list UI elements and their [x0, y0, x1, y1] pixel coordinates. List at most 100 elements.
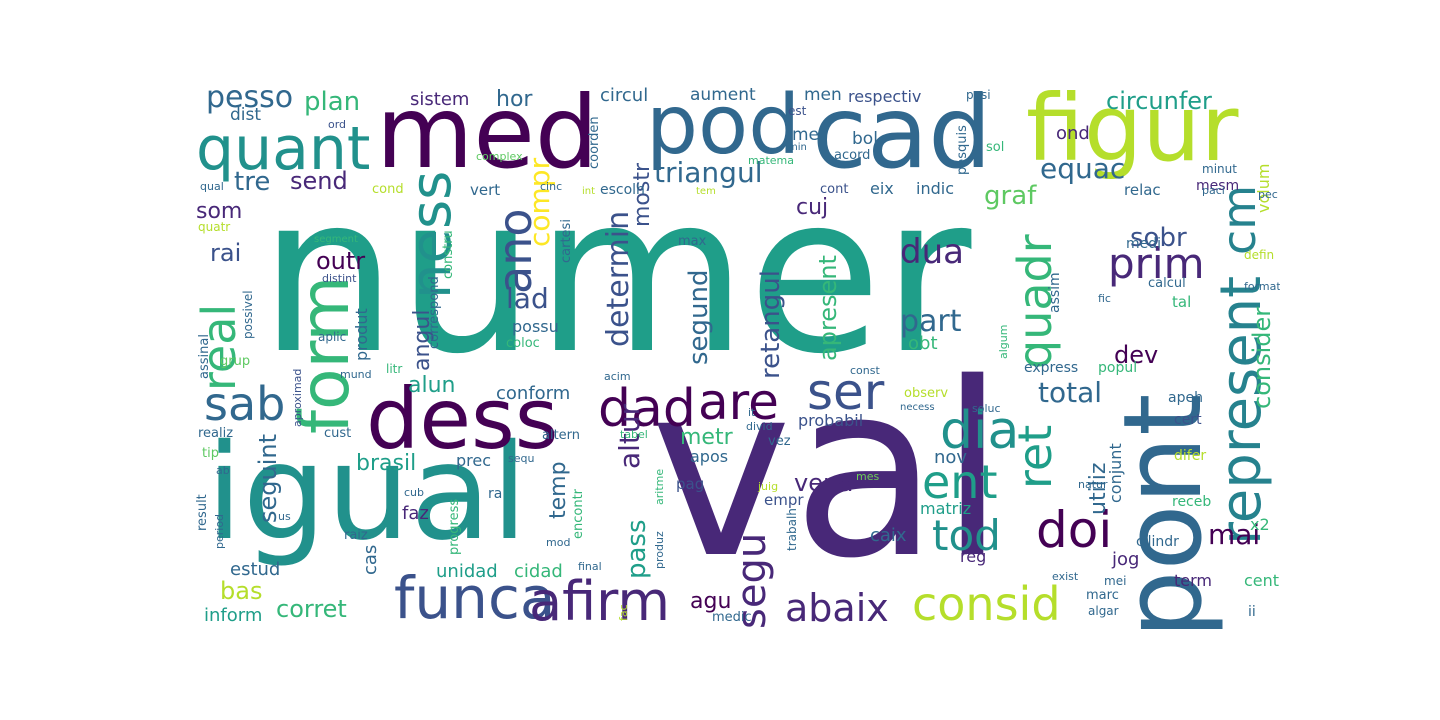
word: dia — [940, 401, 1020, 461]
word: x2 — [1250, 515, 1270, 534]
word: tabel — [620, 428, 648, 441]
word: min — [788, 142, 807, 153]
word: int — [582, 186, 596, 197]
word: necess — [900, 402, 935, 413]
word: minut — [1202, 162, 1237, 176]
word: relac — [1124, 181, 1161, 199]
word: vez — [768, 434, 791, 449]
word: are — [698, 373, 779, 431]
word: distint — [322, 272, 357, 285]
word: produt — [352, 308, 371, 361]
word: men — [804, 85, 842, 105]
word: probabil — [798, 411, 864, 430]
word: cert — [1174, 412, 1202, 428]
word: ond — [1056, 123, 1090, 144]
word: possu — [512, 317, 559, 336]
word: acord — [834, 148, 871, 163]
word: equac — [1040, 152, 1126, 185]
word: fic — [1098, 292, 1111, 305]
word: send — [290, 167, 348, 195]
word: aplic — [318, 330, 347, 344]
word: mund — [340, 368, 372, 381]
word: sol — [986, 140, 1005, 155]
word: temp — [546, 461, 571, 519]
word: trabalh — [785, 508, 799, 551]
word: medi — [1126, 236, 1162, 252]
word: produz — [653, 531, 666, 569]
word: apos — [690, 447, 729, 466]
word: mod — [546, 536, 571, 549]
word: complex — [476, 150, 523, 163]
word: cond — [372, 182, 404, 197]
word: altern — [542, 428, 581, 443]
word: ord — [328, 118, 347, 131]
word: cub — [404, 486, 425, 499]
word: coorden — [587, 116, 602, 169]
word: paci — [1202, 184, 1225, 197]
word: cuj — [796, 195, 829, 220]
word: conform — [496, 383, 571, 404]
word: pod — [646, 79, 801, 173]
word: som — [196, 199, 243, 224]
word: pesso — [206, 80, 294, 115]
word: aument — [690, 85, 756, 105]
word: bas — [220, 577, 263, 605]
word: mes — [856, 470, 880, 483]
word: dist — [230, 105, 262, 125]
word: matema — [748, 154, 794, 167]
word: nov — [934, 447, 968, 468]
word: funca — [394, 564, 556, 629]
word: it — [748, 406, 756, 419]
word: figur — [1026, 79, 1239, 182]
word: part — [900, 304, 962, 339]
word: tod — [932, 511, 1001, 560]
word: dad — [598, 379, 696, 439]
word: doi — [1036, 501, 1113, 559]
word: pec — [1258, 188, 1278, 201]
word: cad — [812, 79, 992, 191]
word: agu — [690, 589, 732, 614]
word: cas — [360, 544, 381, 575]
word: algar — [1088, 604, 1119, 618]
word: vend — [794, 469, 854, 497]
word: brasil — [356, 451, 417, 476]
word: pass — [622, 519, 652, 579]
word: assinal — [197, 334, 212, 379]
word: alun — [408, 373, 456, 398]
word: divid — [746, 420, 773, 433]
word: exist — [1052, 570, 1079, 583]
word: val — [650, 331, 1006, 611]
word: tre — [234, 167, 271, 197]
word: pont — [1101, 393, 1226, 629]
word: abaix — [785, 586, 889, 629]
word: ra — [488, 486, 503, 502]
word: indic — [916, 179, 954, 198]
word: afirm — [529, 570, 670, 629]
word: segund — [684, 269, 714, 365]
word: numer — [259, 149, 972, 402]
word: difer — [1174, 448, 1207, 464]
word: term — [1174, 571, 1212, 590]
word: consid — [912, 577, 1061, 629]
word: pag — [676, 475, 705, 493]
word: apeh — [1168, 390, 1203, 406]
word: apresent — [814, 255, 842, 361]
word: soluc — [972, 402, 1001, 415]
word: metr — [680, 425, 733, 450]
word: seguint — [254, 433, 282, 523]
word: posi — [966, 88, 991, 102]
word: cont — [820, 182, 849, 197]
word: quant — [196, 114, 371, 184]
word: assim — [1047, 272, 1063, 313]
word: result — [195, 494, 210, 531]
word: respectiv — [848, 87, 922, 106]
word: prec — [456, 451, 492, 470]
word: est — [788, 104, 807, 118]
word: obt — [908, 333, 938, 354]
word: express — [1024, 360, 1079, 376]
word: dev — [1114, 341, 1159, 369]
word: receb — [1172, 494, 1212, 510]
word: const — [850, 364, 880, 377]
word: unidad — [436, 561, 498, 582]
word: ret — [1008, 424, 1062, 489]
